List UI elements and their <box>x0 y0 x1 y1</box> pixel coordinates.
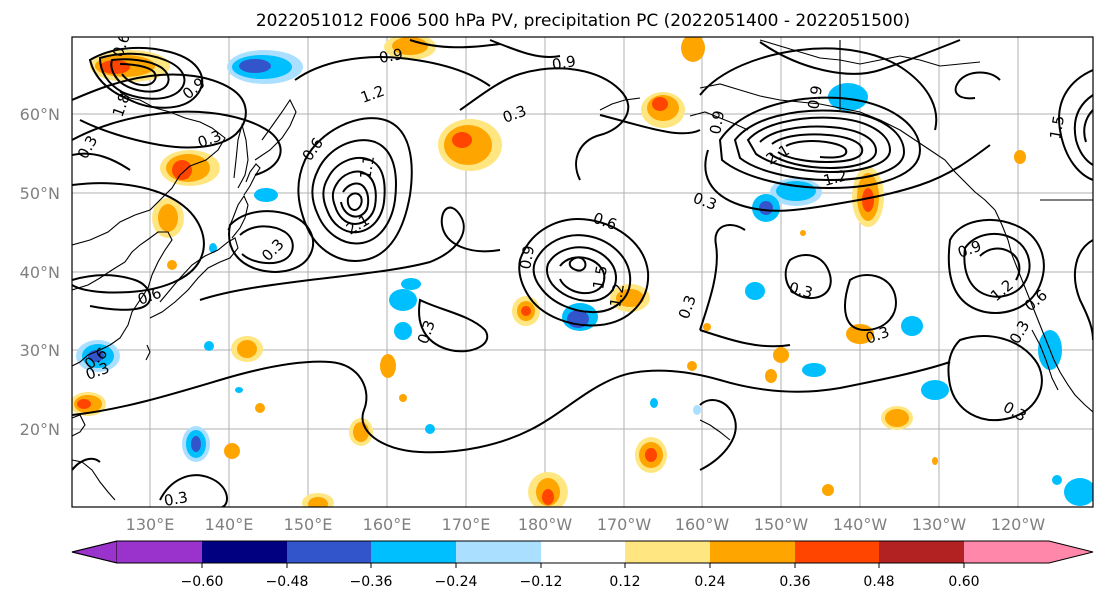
lat-label: 30°N <box>20 341 60 360</box>
colorbar-segment <box>879 541 964 563</box>
colorbar-segment <box>71 540 118 564</box>
colorbar-ticks <box>201 563 965 568</box>
contour-label: 1.5 <box>589 264 611 291</box>
longitude-labels: 130°E 140°E 150°E 160°E 170°E 180°W 170°… <box>126 515 1046 534</box>
lon-label: 130°W <box>912 515 967 534</box>
colorbar-segment <box>625 541 710 563</box>
contour-label: 0.6 <box>109 31 134 60</box>
colorbar-tick-label: 0.12 <box>609 574 640 590</box>
colorbar-segment <box>964 541 1049 563</box>
positive-precip-patches <box>72 37 1026 507</box>
contour-label: 1.1 <box>356 154 378 181</box>
colorbar-segment <box>117 541 202 563</box>
lat-label: 40°N <box>20 263 60 282</box>
lon-label: 140°W <box>833 515 888 534</box>
lat-label: 20°N <box>20 420 60 439</box>
lon-label: 130°E <box>126 515 175 534</box>
contour-label: 1.2 <box>606 282 628 309</box>
contour-label: 0.9 <box>706 109 728 136</box>
contour-label: 0.9 <box>551 52 578 74</box>
map-frame <box>71 36 1094 508</box>
contour-label: 0.9 <box>516 244 538 271</box>
lon-label: 150°E <box>284 515 333 534</box>
contour-label: 0.3 <box>787 278 815 302</box>
colorbar-segment <box>710 541 795 563</box>
colorbar-segment <box>1049 541 1093 563</box>
colorbar-segment <box>456 541 541 563</box>
latitude-labels: 60°N 50°N 40°N 30°N 20°N <box>20 105 60 439</box>
colorbar-segment <box>202 541 287 563</box>
colorbar-segment <box>541 541 625 563</box>
colorbar-tick-label: −0.12 <box>520 574 563 590</box>
colorbar-tick-label: 0.60 <box>948 574 979 590</box>
lat-label: 60°N <box>20 105 60 124</box>
gridlines <box>72 37 1093 507</box>
colorbar-tick-label: 0.24 <box>694 574 725 590</box>
colorbar-segment <box>795 541 879 563</box>
precip-anomaly-fills <box>72 37 1093 507</box>
colorbar-segment <box>287 541 371 563</box>
colorbar-tick-label: −0.48 <box>266 574 309 590</box>
colorbar-tick-label: 0.48 <box>863 574 894 590</box>
pv-contours <box>72 39 1093 507</box>
contour-label: 0.9 <box>804 84 826 111</box>
colorbar-outline <box>71 540 1094 564</box>
contour-label: 1.2 <box>821 166 849 190</box>
colorbar: −0.60 −0.48 −0.36 −0.24 −0.12 0.12 0.24 … <box>71 540 1094 590</box>
lat-label: 50°N <box>20 184 60 203</box>
colorbar-tick-label: −0.36 <box>350 574 393 590</box>
lon-label: 150°W <box>754 515 809 534</box>
negative-precip-patches <box>76 50 1093 506</box>
lon-label: 170°W <box>597 515 652 534</box>
contour-label: 0.3 <box>163 488 190 510</box>
lon-label: 140°E <box>205 515 254 534</box>
contour-label: 1.5 <box>1046 114 1068 141</box>
lon-label: 160°E <box>363 515 412 534</box>
lon-label: 160°W <box>675 515 730 534</box>
lon-label: 170°E <box>442 515 491 534</box>
lon-label: 120°W <box>991 515 1046 534</box>
contour-label: 0.9 <box>378 45 405 67</box>
lon-label: 180°W <box>518 515 573 534</box>
colorbar-tick-label: −0.24 <box>435 574 478 590</box>
colorbar-tick-label: −0.60 <box>181 574 224 590</box>
colorbar-segment <box>371 541 456 563</box>
figure-title: 2022051012 F006 500 hPa PV, precipitatio… <box>256 11 910 31</box>
colorbar-tick-label: 0.36 <box>779 574 810 590</box>
